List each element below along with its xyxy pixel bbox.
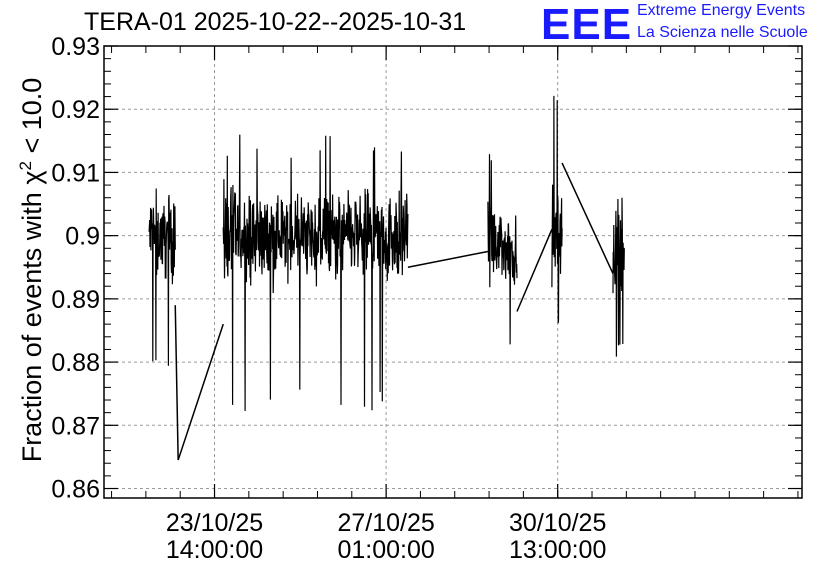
series-line-segment bbox=[222, 134, 409, 412]
y-tick-label: 0.9 bbox=[65, 223, 100, 251]
series-bridge-line bbox=[177, 323, 224, 461]
y-axis-label-exponent: 2 bbox=[16, 161, 35, 171]
x-tick-label-date: 27/10/25 bbox=[337, 509, 434, 537]
series-bridge-line bbox=[561, 162, 614, 274]
series-line-segment bbox=[612, 197, 625, 357]
y-tick-label: 0.92 bbox=[51, 96, 100, 124]
y-tick-label: 0.86 bbox=[51, 476, 100, 504]
eee-logo: EEE bbox=[541, 0, 633, 49]
x-tick-label-time: 14:00:00 bbox=[166, 536, 263, 564]
x-tick-label-date: 23/10/25 bbox=[166, 509, 263, 537]
series-line-segment bbox=[487, 154, 518, 345]
series-bridge-line bbox=[407, 250, 489, 268]
series-line-segment bbox=[148, 188, 176, 366]
y-axis-label-symbol: χ bbox=[17, 170, 47, 185]
plot-frame bbox=[103, 45, 803, 499]
x-tick-label-date: 30/10/25 bbox=[509, 509, 606, 537]
logo-line-1: Extreme Energy Events bbox=[637, 2, 806, 19]
y-tick-label: 0.93 bbox=[51, 33, 100, 61]
logo-line-2: La Scienza nelle Scuole bbox=[637, 24, 808, 41]
y-axis-label: Fraction of events with χ2 < 10.0 bbox=[16, 78, 48, 463]
x-tick-label-time: 01:00:00 bbox=[337, 536, 434, 564]
y-tick-label: 0.88 bbox=[51, 349, 100, 377]
series-bridge-line bbox=[174, 305, 179, 461]
y-axis-label-suffix: < 10.0 bbox=[17, 77, 47, 162]
y-tick-label: 0.91 bbox=[51, 159, 100, 187]
chart-title: TERA-01 2025-10-22--2025-10-31 bbox=[84, 8, 467, 36]
series-bridge-line bbox=[516, 229, 553, 312]
y-axis-label-prefix: Fraction of events with bbox=[17, 184, 47, 463]
series-line-segment bbox=[551, 95, 563, 324]
x-tick-label-time: 13:00:00 bbox=[509, 536, 606, 564]
y-tick-label: 0.89 bbox=[51, 286, 100, 314]
y-tick-label: 0.87 bbox=[51, 412, 100, 440]
